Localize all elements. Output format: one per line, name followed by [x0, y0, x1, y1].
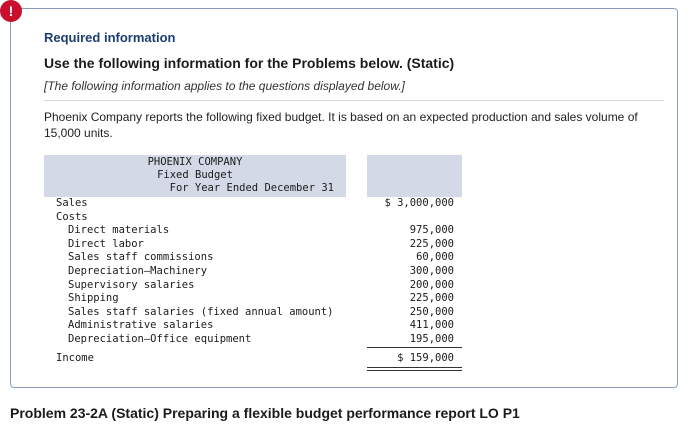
income-row: Income $ 159,000 — [44, 349, 462, 367]
total-underline — [367, 346, 462, 348]
table-row: Direct materials 975,000 — [44, 224, 462, 238]
table-row: Direct labor 225,000 — [44, 238, 462, 252]
table-row: Depreciation—Machinery 300,000 — [44, 265, 462, 279]
report-period: For Year Ended December 31 — [169, 182, 334, 194]
divider — [44, 100, 664, 101]
income-value: $ 159,000 — [397, 351, 454, 364]
cost-label: Administrative salaries — [68, 319, 214, 332]
cost-label: Direct materials — [68, 224, 170, 237]
problem-title: Problem 23-2A (Static) Preparing a flexi… — [10, 405, 520, 421]
header-shade — [44, 155, 346, 197]
cost-label: Sales staff commissions — [68, 251, 214, 264]
required-information-title: Required information — [44, 30, 176, 45]
cost-value: 975,000 — [409, 224, 454, 237]
costs-label: Costs — [56, 210, 88, 223]
cost-value: 60,000 — [416, 251, 454, 264]
cost-label: Direct labor — [68, 237, 144, 250]
cost-value: 250,000 — [409, 305, 454, 318]
sales-label: Sales — [56, 197, 88, 209]
alert-icon: ! — [0, 0, 22, 22]
table-row: Sales staff commissions 60,000 — [44, 251, 462, 265]
cost-value: 195,000 — [409, 332, 454, 345]
costs-row: Costs — [44, 211, 462, 225]
section-title: Use the following information for the Pr… — [44, 55, 455, 71]
applies-note: [The following information applies to th… — [44, 79, 405, 93]
cost-label: Sales staff salaries (fixed annual amoun… — [68, 305, 334, 318]
table-row: Depreciation—Office equipment 195,000 — [44, 333, 462, 347]
company-name: PHOENIX COMPANY — [147, 156, 243, 168]
cost-label: Shipping — [68, 292, 119, 305]
fixed-budget-table: PHOENIX COMPANY Fixed Budget For Year En… — [44, 155, 462, 372]
table-row: Shipping 225,000 — [44, 292, 462, 306]
sales-value: $ 3,000,000 — [384, 197, 454, 209]
cost-value: 300,000 — [409, 264, 454, 277]
header-shade — [367, 155, 462, 197]
table-row: Supervisory salaries 200,000 — [44, 279, 462, 293]
cost-label: Supervisory salaries — [68, 278, 195, 291]
cost-value: 225,000 — [409, 237, 454, 250]
cost-value: 200,000 — [409, 278, 454, 291]
cost-value: 411,000 — [409, 319, 454, 332]
sales-row: Sales $ 3,000,000 — [44, 197, 462, 211]
double-rule — [44, 366, 462, 372]
cost-value: 225,000 — [409, 292, 454, 305]
cost-label: Depreciation—Machinery — [68, 264, 208, 277]
report-name: Fixed Budget — [157, 169, 233, 181]
budget-header: PHOENIX COMPANY Fixed Budget For Year En… — [44, 155, 462, 197]
total-rule — [44, 346, 462, 349]
table-row: Administrative salaries 411,000 — [44, 319, 462, 333]
required-information-panel — [10, 8, 678, 388]
table-row: Sales staff salaries (fixed annual amoun… — [44, 306, 462, 320]
income-label: Income — [56, 351, 94, 364]
cost-label: Depreciation—Office equipment — [68, 332, 252, 345]
double-underline — [367, 366, 462, 371]
intro-paragraph: Phoenix Company reports the following fi… — [44, 110, 638, 140]
